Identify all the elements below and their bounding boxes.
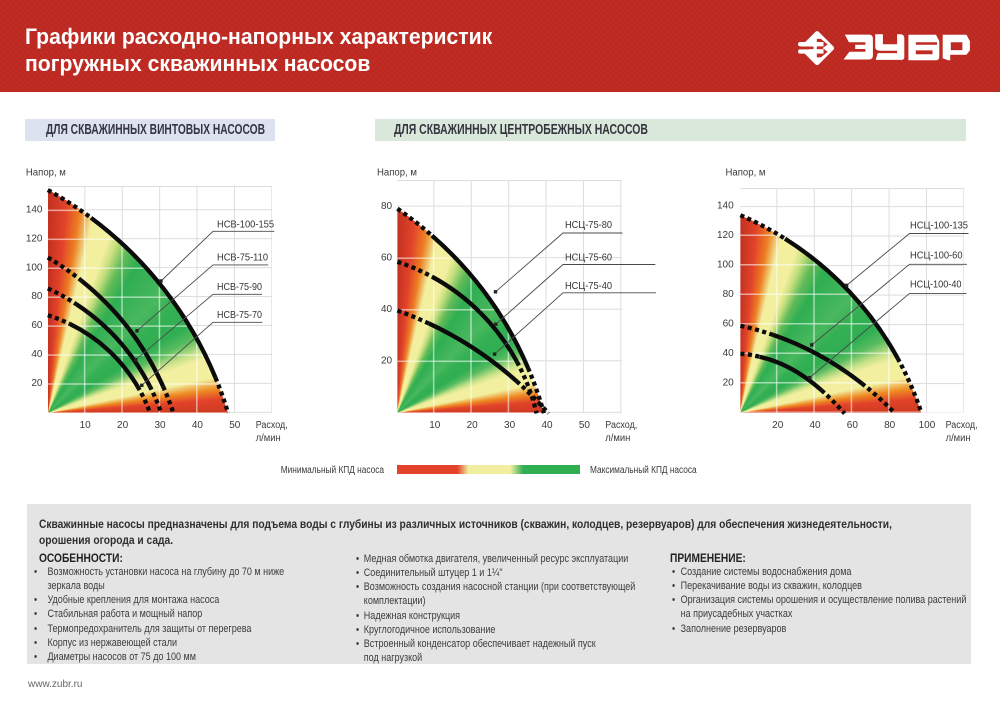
svg-text:л/мин: л/мин <box>946 433 971 444</box>
svg-text:Напор, м: Напор, м <box>26 167 66 178</box>
svg-text:20: 20 <box>467 420 479 431</box>
svg-text:Напор, м: Напор, м <box>377 167 417 178</box>
svg-text:НСЦ-100-60: НСЦ-100-60 <box>910 250 963 262</box>
svg-text:Расход,: Расход, <box>946 420 978 431</box>
svg-text:10: 10 <box>80 420 92 431</box>
svg-text:НСВ-100-155: НСВ-100-155 <box>217 219 274 231</box>
svg-text:40: 40 <box>809 420 821 431</box>
svg-text:40: 40 <box>31 349 43 360</box>
svg-text:НСЦ-75-60: НСЦ-75-60 <box>565 252 612 264</box>
svg-text:л/мин: л/мин <box>605 433 630 444</box>
svg-text:30: 30 <box>154 420 166 431</box>
svg-text:НСЦ-100-40: НСЦ-100-40 <box>910 279 962 291</box>
svg-text:80: 80 <box>884 420 896 431</box>
svg-text:60: 60 <box>723 318 735 329</box>
svg-text:НСВ-75-110: НСВ-75-110 <box>217 252 268 264</box>
svg-text:Напор, м: Напор, м <box>726 167 766 178</box>
svg-text:100: 100 <box>919 420 936 431</box>
svg-text:60: 60 <box>31 320 43 331</box>
svg-text:НСЦ-75-40: НСЦ-75-40 <box>565 280 612 292</box>
svg-text:Расход,: Расход, <box>256 420 288 431</box>
svg-text:20: 20 <box>772 420 784 431</box>
svg-text:НСВ-75-90: НСВ-75-90 <box>217 281 262 293</box>
svg-text:80: 80 <box>31 291 43 302</box>
svg-text:40: 40 <box>192 420 204 431</box>
svg-text:60: 60 <box>381 252 393 263</box>
svg-text:50: 50 <box>229 420 241 431</box>
svg-text:60: 60 <box>847 420 859 431</box>
svg-text:40: 40 <box>381 304 393 315</box>
svg-text:100: 100 <box>717 259 734 270</box>
svg-text:40: 40 <box>723 348 735 359</box>
svg-text:10: 10 <box>429 420 441 431</box>
svg-text:80: 80 <box>723 289 735 300</box>
svg-text:140: 140 <box>717 200 734 211</box>
svg-text:Расход,: Расход, <box>605 420 637 431</box>
svg-text:140: 140 <box>26 204 43 215</box>
svg-text:80: 80 <box>381 201 393 212</box>
svg-text:НСВ-75-70: НСВ-75-70 <box>217 309 262 321</box>
svg-text:40: 40 <box>541 420 553 431</box>
svg-text:20: 20 <box>117 420 129 431</box>
svg-text:20: 20 <box>381 355 393 366</box>
svg-text:50: 50 <box>579 420 591 431</box>
svg-text:100: 100 <box>26 262 43 273</box>
svg-text:20: 20 <box>31 378 43 389</box>
svg-text:120: 120 <box>717 230 734 241</box>
svg-text:120: 120 <box>26 233 43 244</box>
svg-text:30: 30 <box>504 420 516 431</box>
svg-text:НСЦ-75-80: НСЦ-75-80 <box>565 219 612 231</box>
svg-text:л/мин: л/мин <box>256 433 281 444</box>
svg-text:НСЦ-100-135: НСЦ-100-135 <box>910 219 968 231</box>
svg-text:20: 20 <box>723 377 735 388</box>
